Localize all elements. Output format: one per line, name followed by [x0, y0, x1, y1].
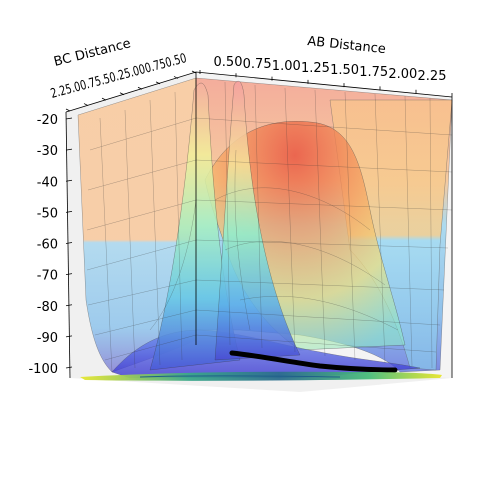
z-tick-mark: [65, 304, 73, 307]
x-axis-title: AB Distance: [307, 34, 387, 57]
x-tick-label: 2.25: [418, 69, 447, 84]
z-tick-label: -40: [37, 175, 58, 190]
energy-surface: [77, 77, 453, 379]
z-tick-label: -100: [28, 362, 58, 377]
y-tick-mark: [173, 76, 179, 79]
z-tick-mark: [65, 335, 73, 338]
x-tick-label: 1.50: [330, 63, 359, 78]
z-tick-label: -80: [37, 300, 58, 315]
x-tick-label: 2.00: [388, 67, 417, 82]
z-tick-label: -20: [37, 113, 58, 128]
z-tick-mark: [65, 366, 73, 369]
z-tick-label: -70: [37, 269, 58, 284]
axes-edges: [65, 71, 453, 379]
y-axis-title: BC Distance: [52, 36, 132, 70]
x-tick-label: 1.75: [359, 65, 388, 80]
surface-ridge-right: [214, 80, 301, 361]
y-tick-mark: [137, 86, 143, 90]
x-tick-label: 0.50: [214, 55, 243, 70]
z-tick-label: -50: [37, 206, 58, 221]
z-tick-mark: [65, 117, 73, 120]
y-tick-mark: [191, 70, 197, 74]
z-tick-mark: [65, 179, 73, 182]
reaction-trajectory: [229, 350, 398, 373]
y-tick-mark: [83, 103, 89, 106]
x-tick-label: 1.25: [301, 61, 330, 76]
y-tick-mark: [65, 108, 71, 112]
y-tick-mark: [155, 81, 161, 85]
z-tick-label: -60: [37, 238, 58, 253]
z-tick-label: -30: [37, 144, 58, 159]
x-tick-label: 1.00: [272, 59, 301, 74]
y-tick-mark: [119, 92, 125, 96]
x-tick-label: 0.75: [243, 57, 272, 72]
x-axis-ab-distance: 0.50 0.75 1.00 1.25 1.50 1.75 2.00 2.25: [199, 55, 453, 97]
z-tick-mark: [65, 242, 73, 244]
z-tick-mark: [65, 148, 73, 151]
z-tick-mark: [65, 273, 73, 276]
z-axis: -20 -30 -40 -50 -60 -70 -80 -90 -100: [28, 113, 73, 377]
z-tick-mark: [65, 210, 73, 213]
z-tick-label: -90: [37, 331, 58, 346]
y-tick-mark: [101, 97, 107, 101]
floor-contour-projection: [80, 371, 442, 381]
